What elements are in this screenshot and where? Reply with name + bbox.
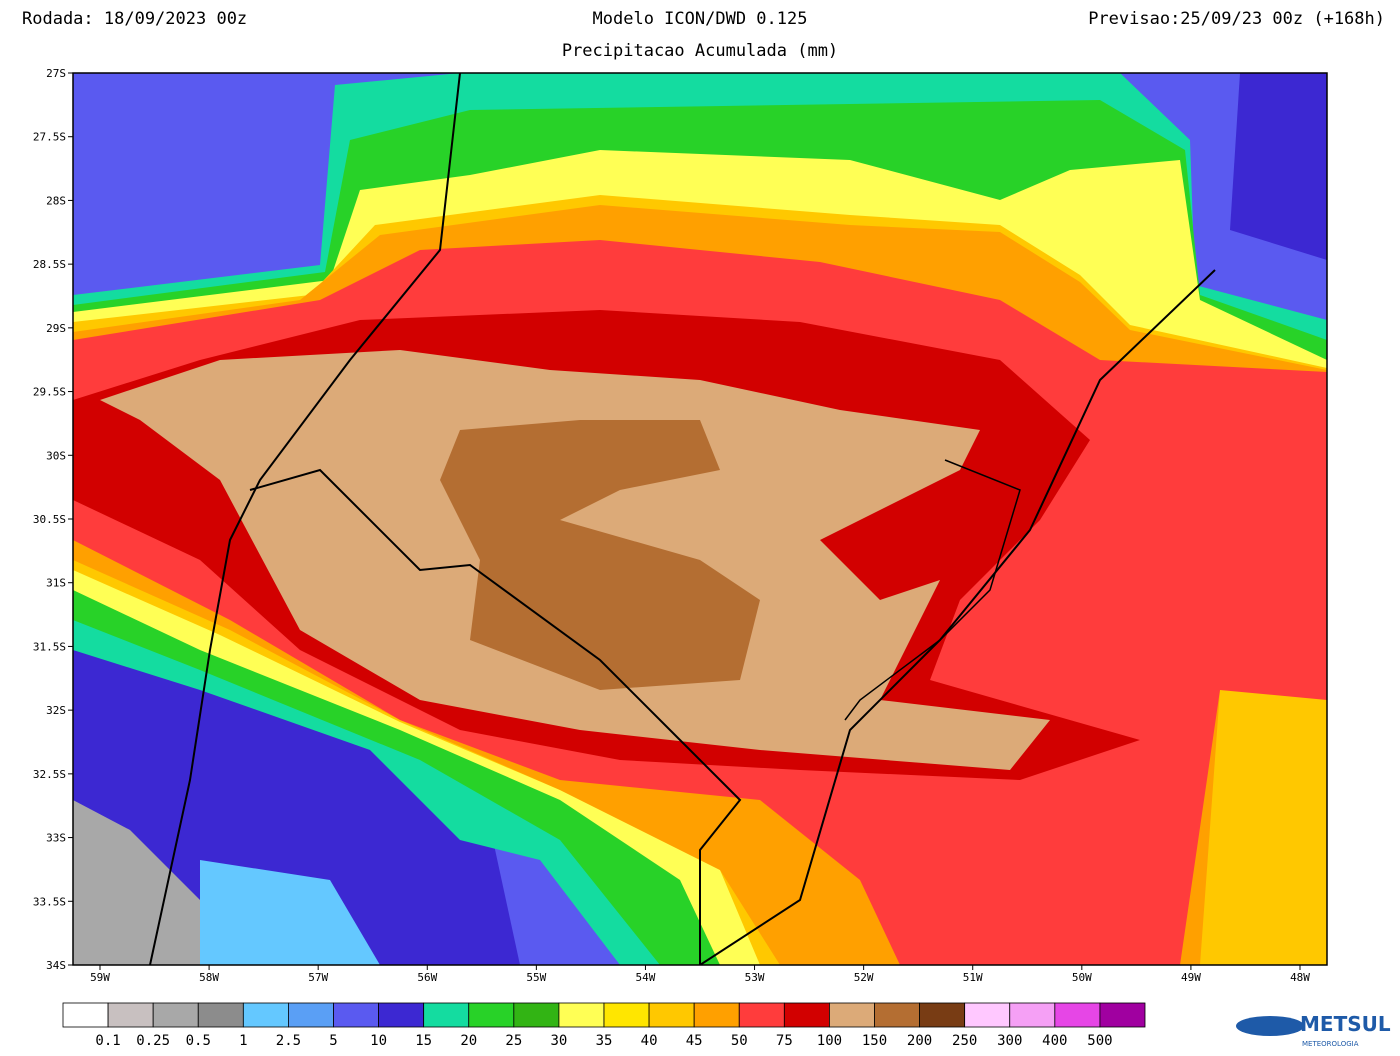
lon-label: 53W [745, 971, 765, 984]
model-label: Modelo ICON/DWD 0.125 [593, 9, 808, 29]
logo: METSUL METEOROLOGIA [1236, 1012, 1391, 1048]
color-swatch [648, 1002, 695, 1028]
colorbar-label: 200 [907, 1033, 932, 1049]
lon-label: 57W [308, 971, 328, 984]
lat-label: 28.5S [33, 258, 66, 271]
lon-label: 58W [199, 971, 219, 984]
lat-label: 31S [46, 577, 66, 590]
color-swatch [1099, 1002, 1146, 1028]
colorbar-label: 2.5 [276, 1033, 301, 1049]
colorbar-label: 150 [862, 1033, 887, 1049]
color-swatch [603, 1002, 650, 1028]
run-label: Rodada: 18/09/2023 00z [22, 9, 247, 29]
colorbar: 0.1 0.25 0.5 1 2.5 5 10 15 20 25 30 35 40 45 50 75 100 15… [62, 1002, 1146, 1049]
lon-label: 48W [1290, 971, 1310, 984]
colorbar-label: 50 [731, 1033, 748, 1049]
color-swatch [874, 1002, 920, 1028]
lat-label: 29S [46, 322, 66, 335]
lon-label: 52W [854, 971, 874, 984]
colorbar-label: 400 [1042, 1033, 1067, 1049]
color-swatch [378, 1002, 425, 1028]
color-swatch [783, 1002, 830, 1028]
lon-label: 49W [1181, 971, 1201, 984]
colorbar-label: 35 [596, 1033, 613, 1049]
colorbar-label: 75 [776, 1033, 793, 1049]
colorbar-label: 0.25 [136, 1033, 170, 1049]
color-swatch [513, 1002, 560, 1028]
color-swatch [242, 1002, 289, 1028]
lat-label: 32S [46, 704, 66, 717]
colorbar-label: 10 [370, 1033, 387, 1049]
lat-label: 29.5S [33, 386, 66, 399]
color-swatch [197, 1002, 244, 1028]
color-swatch [738, 1002, 785, 1028]
colorbar-label: 20 [460, 1033, 477, 1049]
color-swatch [468, 1002, 515, 1028]
lon-label: 51W [963, 971, 983, 984]
color-swatch [1009, 1002, 1056, 1028]
colorbar-label: 5 [329, 1033, 337, 1049]
colorbar-label: 40 [641, 1033, 658, 1049]
color-swatch [693, 1002, 740, 1028]
lat-label: 33.5S [33, 895, 66, 908]
color-swatch [1054, 1002, 1101, 1028]
color-swatch [423, 1002, 470, 1028]
logo-name: METSUL [1300, 1012, 1391, 1036]
color-swatch [919, 1002, 966, 1028]
lon-label: 54W [636, 971, 656, 984]
colorbar-label: 0.5 [186, 1033, 211, 1049]
colorbar-label: 1 [239, 1033, 247, 1049]
lon-label: 56W [417, 971, 437, 984]
lat-label: 27S [46, 67, 66, 80]
colorbar-label: 300 [997, 1033, 1022, 1049]
lat-label: 31.5S [33, 640, 66, 653]
colorbar-label: 100 [817, 1033, 842, 1049]
lat-label: 28S [46, 194, 66, 207]
color-swatch [829, 1002, 875, 1028]
product-label: Precipitacao Acumulada (mm) [562, 41, 838, 61]
colorbar-label: 0.1 [95, 1033, 120, 1049]
lon-label: 50W [1072, 971, 1092, 984]
color-swatch [288, 1002, 334, 1028]
lat-label: 30.5S [33, 513, 66, 526]
color-swatch [62, 1002, 109, 1028]
colorbar-label: 15 [415, 1033, 432, 1049]
colorbar-label: 25 [505, 1033, 522, 1049]
logo-sub: METEOROLOGIA [1302, 1040, 1359, 1048]
colorbar-label: 500 [1087, 1033, 1112, 1049]
lat-label: 33S [46, 832, 66, 845]
precip-field [73, 73, 1327, 965]
lon-label: 59W [90, 971, 110, 984]
lat-label: 30S [46, 449, 66, 462]
forecast-label: Previsao:25/09/23 00z (+168h) [1088, 9, 1385, 29]
lon-label: 55W [526, 971, 546, 984]
color-swatch [107, 1002, 154, 1028]
lat-label: 32.5S [33, 768, 66, 781]
colorbar-label: 45 [686, 1033, 703, 1049]
color-swatch [558, 1002, 605, 1028]
colorbar-label: 250 [952, 1033, 977, 1049]
color-swatch [152, 1002, 199, 1028]
colorbar-label: 30 [550, 1033, 567, 1049]
lat-label: 34S [46, 959, 66, 972]
color-swatch [333, 1002, 379, 1028]
lat-label: 27.5S [33, 131, 66, 144]
color-swatch [964, 1002, 1011, 1028]
